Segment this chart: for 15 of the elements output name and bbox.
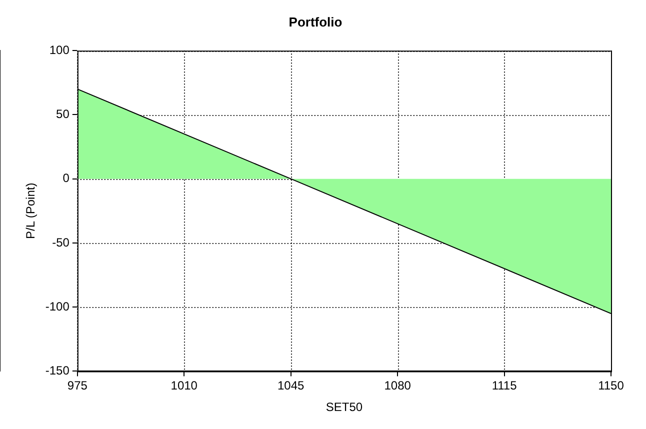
y-tick-label: -100 xyxy=(45,299,70,314)
y-tick-label: -50 xyxy=(52,235,70,250)
y-tick-label: 100 xyxy=(49,42,70,57)
y-tick-label: 50 xyxy=(56,107,70,122)
x-tick-label: 975 xyxy=(67,378,88,393)
x-tick-label: 1045 xyxy=(278,378,305,393)
x-tick-label: 1010 xyxy=(170,378,198,393)
x-tick-label: 1115 xyxy=(492,378,518,393)
chart-title: Portfolio xyxy=(288,14,342,30)
x-tick-label: 1150 xyxy=(598,378,624,393)
y-tick-label: 0 xyxy=(62,171,70,186)
y-axis-title: P/L (Point) xyxy=(24,182,38,240)
y-tick-label: -150 xyxy=(45,364,70,378)
x-axis-title: SET50 xyxy=(326,400,363,414)
x-tick-label: 1080 xyxy=(384,378,412,393)
